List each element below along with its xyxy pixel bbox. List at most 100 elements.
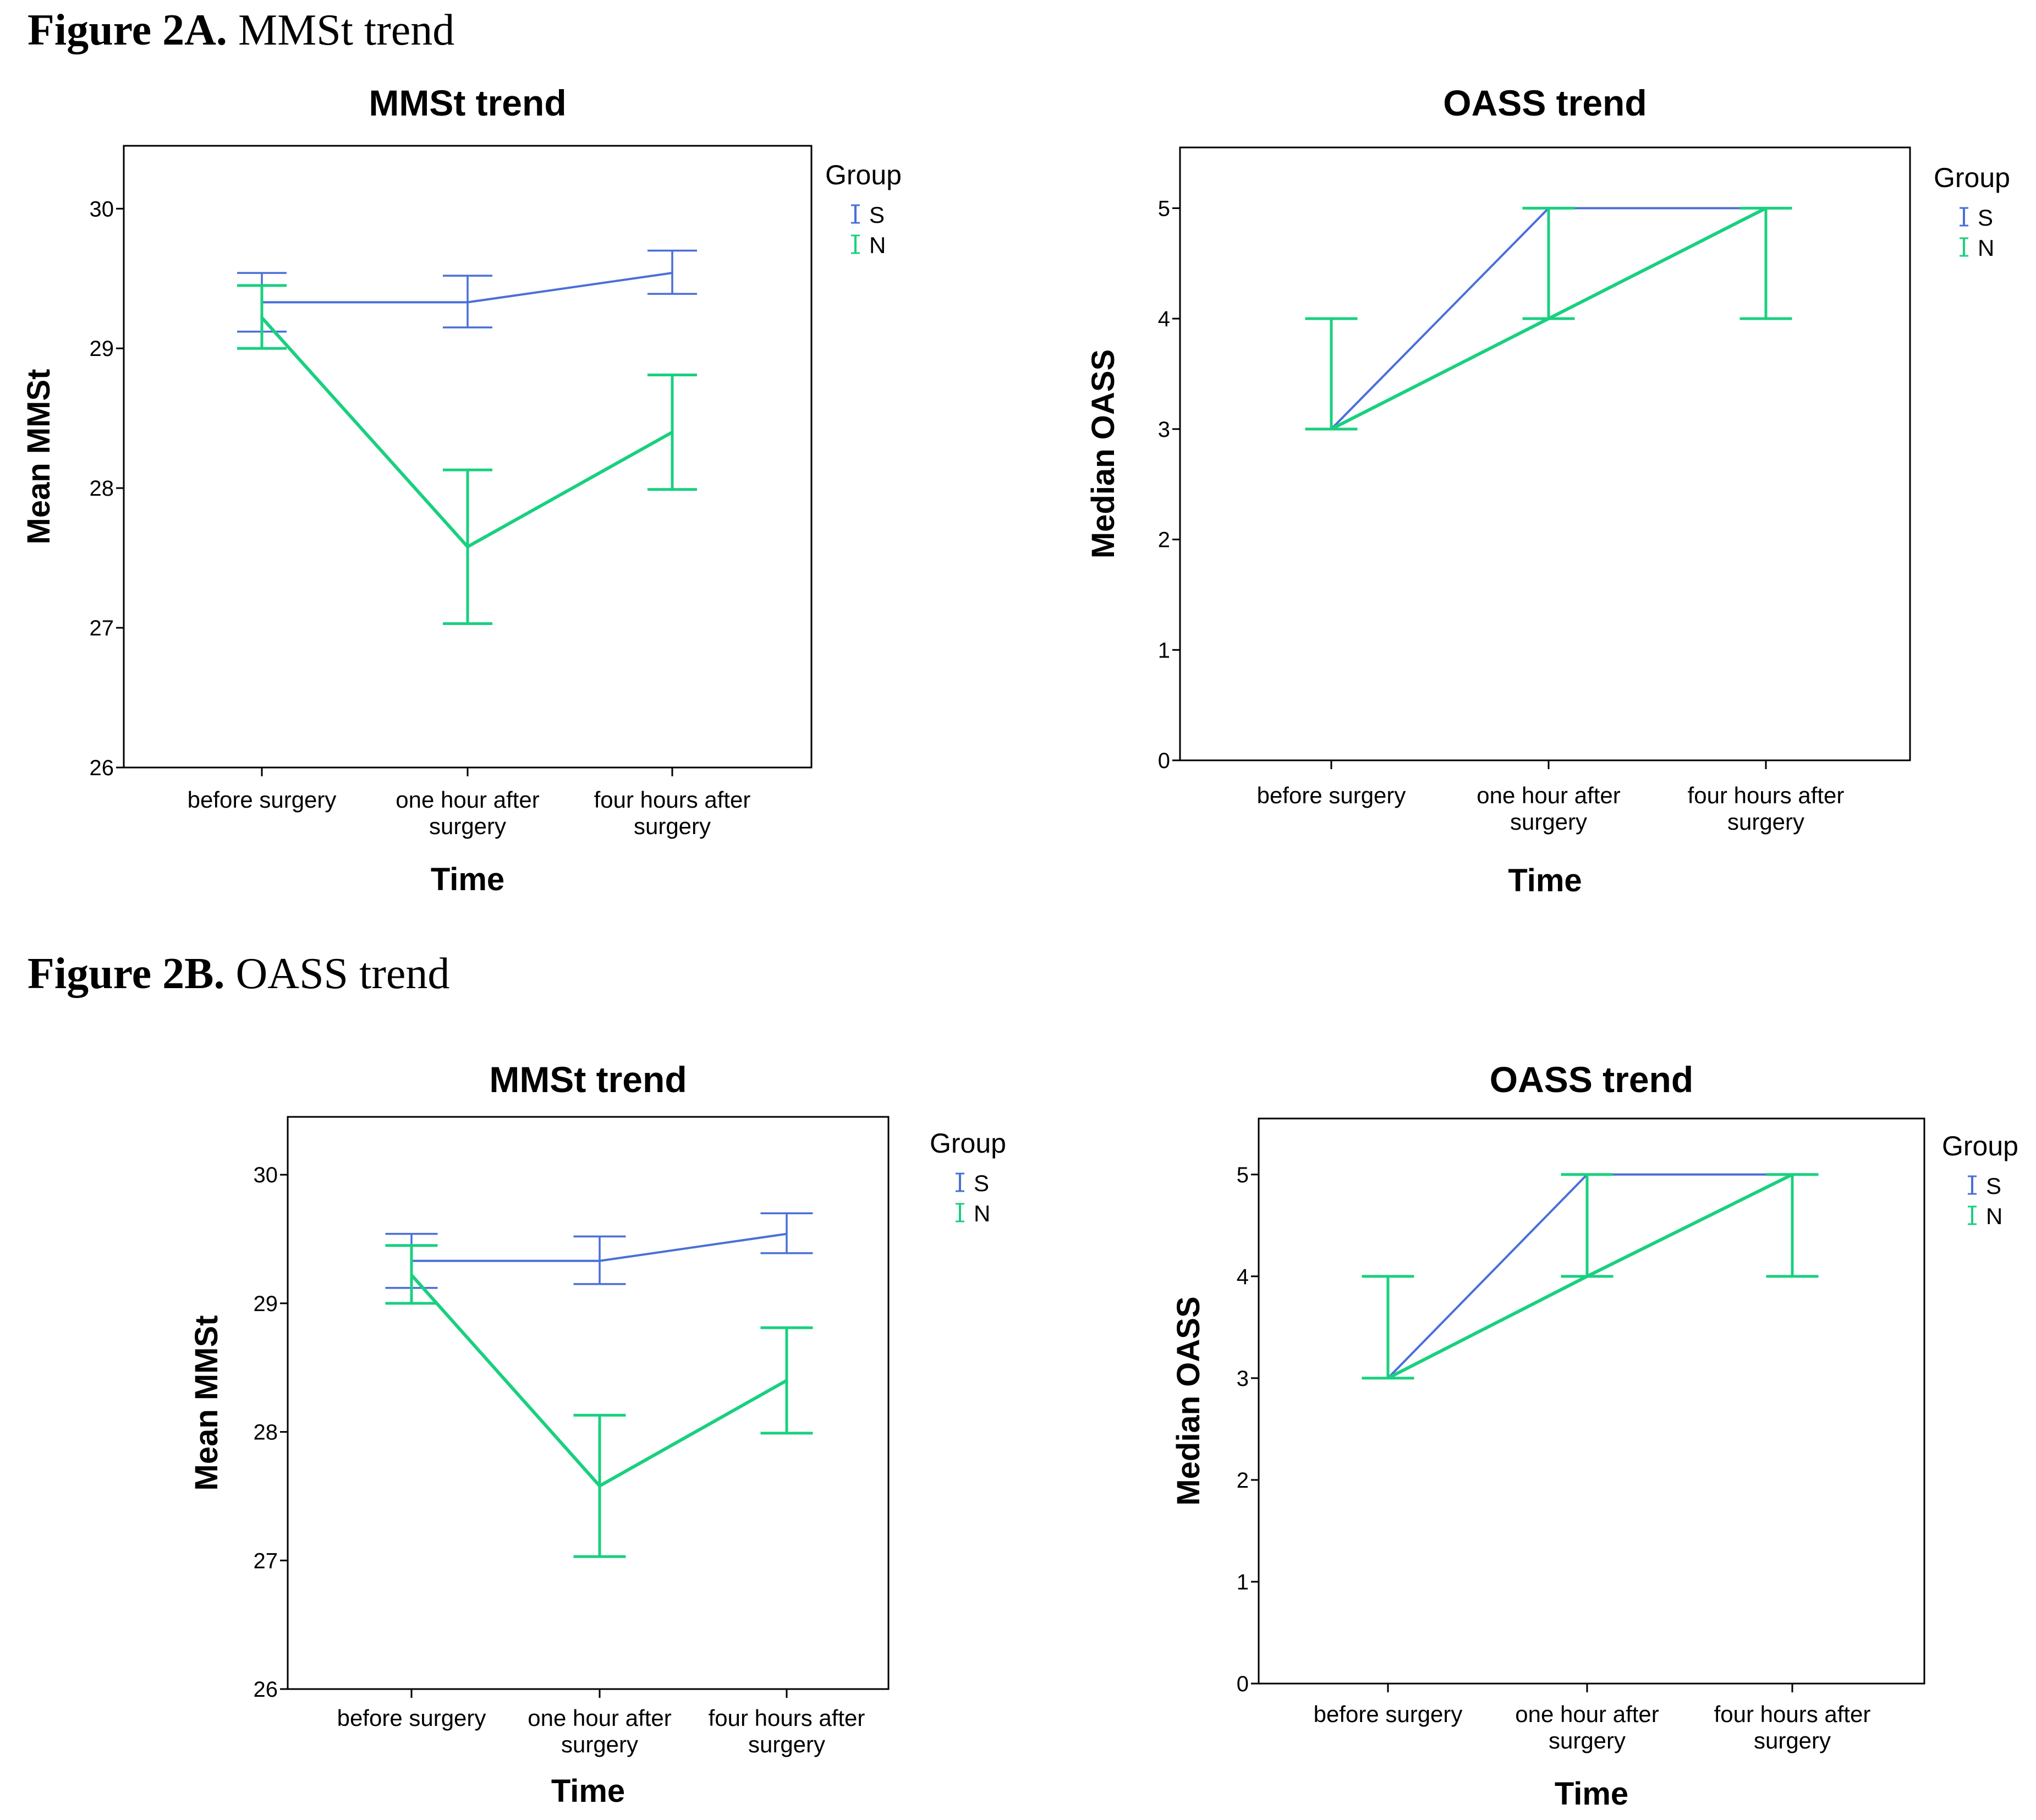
legend-label: N: [974, 1200, 990, 1226]
legend-title: Group: [825, 160, 902, 190]
figure-caption-text: OASS trend: [224, 950, 450, 998]
error-bar-N: [1766, 1173, 1819, 1278]
x-category-label: surgery: [561, 1731, 638, 1757]
x-axis-label: Time: [431, 862, 504, 897]
x-axis-label: Time: [551, 1773, 625, 1809]
figure-caption-2b: Figure 2B. OASS trend: [28, 949, 449, 999]
x-category-label: four hours after: [594, 787, 751, 813]
chart-title: MMSt trend: [489, 1059, 687, 1100]
error-bar-N: [1305, 317, 1358, 431]
y-tick-label: 3: [1158, 418, 1170, 442]
error-bar-S: [647, 249, 697, 295]
y-tick-label: 1: [1237, 1570, 1249, 1594]
legend-item-S: S: [1968, 1173, 2001, 1199]
y-tick-label: 28: [90, 476, 114, 501]
y-axis-label: Median OASS: [1171, 1296, 1206, 1505]
x-category-label: before surgery: [1314, 1701, 1463, 1727]
x-category-label: four hours after: [1714, 1701, 1871, 1727]
y-tick-label: 29: [90, 337, 114, 361]
x-category-label: surgery: [1510, 809, 1587, 835]
x-category-label: one hour after: [1515, 1701, 1659, 1727]
y-tick-label: 1: [1158, 638, 1170, 662]
x-category-label: surgery: [634, 813, 711, 839]
oass-trend-chart: OASS trend 0 1 2 3 4 5 before surgery one hour a…: [1085, 83, 2010, 898]
legend-label: S: [869, 202, 885, 228]
y-tick-label: 2: [1158, 528, 1170, 552]
legend-label: S: [974, 1170, 989, 1196]
x-category-label: one hour after: [1477, 782, 1621, 808]
figure-caption-text: MMSt trend: [227, 6, 455, 54]
error-bar-N: [1739, 206, 1792, 320]
y-axis-label: Mean MMSt: [189, 1315, 224, 1491]
x-category-label: surgery: [1727, 809, 1804, 835]
mmst-trend-chart-b: MMSt trend 26 27 28 29 30 before surgery one ho…: [189, 1059, 1006, 1809]
y-tick-label: 26: [90, 756, 114, 780]
legend-label: S: [1978, 205, 1993, 231]
x-category-label: four hours after: [709, 1705, 865, 1731]
error-bar-N: [237, 284, 287, 350]
error-bar-N: [1362, 1275, 1414, 1380]
legend-label: N: [1986, 1203, 2002, 1229]
y-tick-label: 29: [254, 1292, 278, 1316]
y-tick-label: 0: [1237, 1672, 1249, 1696]
plot-frame: [287, 1116, 890, 1690]
y-tick-label: 4: [1158, 307, 1170, 331]
y-tick-label: 30: [254, 1163, 278, 1187]
chart-panel-mmst-a: MMSt trend 26 27 28 29 30 before surgery one ho…: [0, 0, 1018, 935]
x-category-label: surgery: [748, 1731, 825, 1757]
error-bar-N: [573, 1413, 626, 1558]
y-tick-label: 3: [1237, 1367, 1249, 1391]
legend-label: N: [869, 232, 886, 258]
error-bar-N: [647, 373, 697, 491]
figure-caption-label: Figure 2A.: [28, 6, 227, 54]
x-category-label: one hour after: [528, 1705, 672, 1731]
error-bar-N: [385, 1244, 438, 1305]
mmst-trend-chart: MMSt trend 26 27 28 29 30 before surgery one ho…: [21, 83, 902, 897]
x-category-label: surgery: [1549, 1728, 1626, 1753]
plot-frame: [1258, 1117, 1925, 1685]
legend-item-S: S: [851, 202, 885, 228]
error-bar-N: [760, 1326, 813, 1435]
figure-caption-label: Figure 2B.: [28, 950, 225, 998]
chart-title: OASS trend: [1490, 1059, 1693, 1100]
legend-title: Group: [1942, 1131, 2018, 1161]
x-category-label: four hours after: [1688, 782, 1845, 808]
chart-panel-mmst-b: MMSt trend 26 27 28 29 30 before surgery one ho…: [189, 1059, 1006, 1809]
y-tick-label: 27: [254, 1549, 278, 1573]
x-category-label: one hour after: [396, 787, 540, 813]
chart-panel-oass-b: OASS trend 0 1 2 3 4 5 before surgery one hour a…: [1018, 0, 2036, 1820]
chart-panel-oass-a: OASS trend 0 1 2 3 4 5 before surgery one hour a…: [1018, 0, 2036, 935]
y-tick-label: 4: [1237, 1265, 1249, 1289]
error-bar-N: [1561, 1173, 1614, 1278]
oass-trend-chart-b: OASS trend 0 1 2 3 4 5 before surgery one hour a…: [1171, 1059, 2018, 1812]
error-bar-S: [443, 275, 492, 328]
chart-title: MMSt trend: [369, 83, 566, 123]
error-bar-N: [443, 468, 492, 625]
y-tick-label: 27: [90, 616, 114, 640]
y-tick-label: 5: [1237, 1163, 1249, 1187]
x-category-label: surgery: [1754, 1728, 1831, 1753]
legend-item-S: S: [1960, 205, 1993, 231]
y-tick-label: 26: [254, 1678, 278, 1702]
legend-item-N: N: [1968, 1203, 2002, 1229]
y-tick-label: 5: [1158, 196, 1170, 221]
legend-item-N: N: [1960, 235, 1994, 261]
y-axis-label: Mean MMSt: [21, 369, 57, 545]
legend-item-N: N: [851, 232, 886, 258]
legend-title: Group: [930, 1128, 1006, 1159]
plot-frame: [1179, 146, 1911, 761]
x-axis-label: Time: [1555, 1776, 1628, 1812]
error-bar-S: [760, 1212, 813, 1254]
x-category-label: before surgery: [337, 1705, 486, 1731]
y-axis-label: Median OASS: [1085, 349, 1121, 558]
legend-item-S: S: [956, 1170, 989, 1196]
x-category-label: before surgery: [188, 787, 337, 813]
legend-label: N: [1978, 235, 1994, 261]
legend-item-N: N: [956, 1200, 990, 1226]
legend-title: Group: [1934, 162, 2010, 193]
x-category-label: surgery: [429, 813, 506, 839]
y-tick-label: 28: [254, 1421, 278, 1445]
y-tick-label: 2: [1237, 1468, 1249, 1493]
figure-caption-2a: Figure 2A. MMSt trend: [28, 6, 454, 56]
chart-title: OASS trend: [1443, 83, 1647, 123]
